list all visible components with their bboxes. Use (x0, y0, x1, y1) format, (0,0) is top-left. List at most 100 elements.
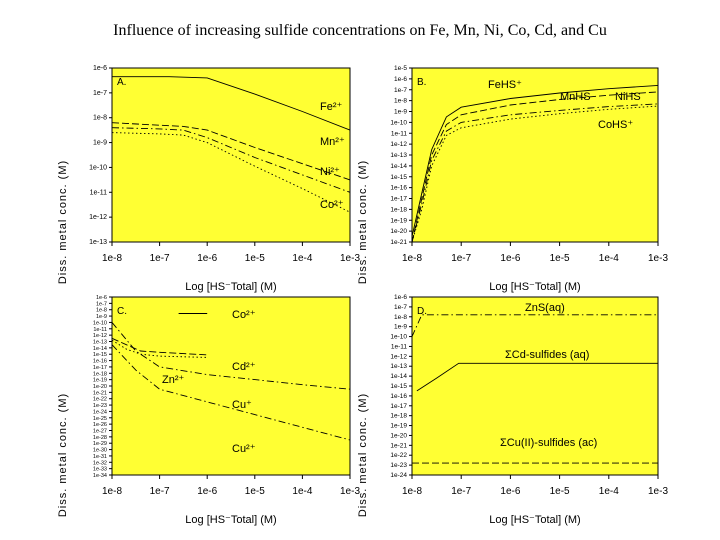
y-tick-label: 1e-21 (93, 390, 107, 396)
series-label: ΣCd-sulfides (aq) (505, 349, 589, 361)
y-tick-label: 1e-20 (390, 432, 407, 439)
panel-label: A. (117, 77, 126, 88)
series-label: NiHS (615, 91, 641, 103)
plot-area (411, 67, 659, 243)
x-axis-label: Log [HS⁻Total] (M) (489, 514, 580, 526)
x-tick-label: 1e-4 (599, 253, 619, 264)
y-tick-label: 1e-31 (93, 454, 107, 460)
x-tick-label: 1e-3 (648, 486, 668, 497)
series-line-A-3 (111, 132, 351, 213)
x-tick-label: 1e-5 (245, 486, 265, 497)
x-tick-label: 1e-5 (550, 486, 570, 497)
y-tick-label: 1e-8 (96, 308, 107, 314)
x-axis-label: Log [HS⁻Total] (M) (489, 281, 580, 293)
series-label: CoHS⁺ (598, 119, 633, 131)
y-tick-label: 1e-6 (394, 76, 407, 83)
y-tick-label: 1e-23 (93, 403, 107, 409)
y-tick-label: 1e-11 (90, 189, 107, 196)
y-tick-label: 1e-11 (391, 343, 408, 350)
x-tick-label: 1e-7 (150, 253, 170, 264)
y-tick-label: 1e-8 (394, 314, 407, 321)
y-tick-label: 1e-10 (93, 320, 107, 326)
y-tick-label: 1e-6 (93, 65, 107, 72)
x-tick-label: 1e-6 (500, 253, 520, 264)
series-label: ZnS(aq) (525, 302, 565, 314)
y-tick-label: 1e-7 (394, 304, 407, 311)
x-tick-label: 1e-4 (292, 486, 312, 497)
page-title: Influence of increasing sulfide concentr… (113, 22, 607, 39)
y-tick-label: 1e-18 (93, 371, 107, 377)
series-label: Ni²⁺ (320, 166, 340, 178)
series-label: Cu⁺ (232, 399, 252, 411)
x-tick-label: 1e-3 (340, 253, 360, 264)
panel-label: C. (117, 306, 127, 317)
y-tick-label: 1e-12 (390, 141, 407, 148)
panel-D: D. 1e-8 1e-7 1e-6 1e-5 1e-4 1e-3 1e-6 1e-7 1e-8 1e… (357, 294, 668, 526)
y-tick-label: 1e-25 (93, 416, 107, 422)
y-tick-label: 1e-8 (93, 115, 107, 122)
y-tick-label: 1e-10 (89, 164, 107, 171)
y-tick-label: 1e-34 (93, 473, 107, 479)
y-tick-label: 1e-22 (93, 397, 107, 403)
y-tick-label: 1e-16 (390, 393, 407, 400)
series-label: Zn²⁺ (162, 374, 185, 386)
panel-label: D. (417, 306, 427, 317)
y-tick-label: 1e-20 (390, 228, 407, 235)
y-tick-label: 1e-19 (390, 423, 407, 430)
series-line-B-2 (411, 103, 659, 243)
y-tick-label: 1e-13 (390, 152, 407, 159)
x-tick-label: 1e-6 (197, 486, 217, 497)
y-tick-label: 1e-15 (390, 383, 407, 390)
series-line-A-2 (111, 127, 351, 193)
x-tick-label: 1e-3 (648, 253, 668, 264)
y-tick-label: 1e-22 (390, 452, 407, 459)
panel-label: B. (417, 77, 426, 88)
y-tick-label: 1e-14 (390, 163, 407, 170)
y-tick-label: 1e-7 (394, 87, 407, 94)
y-tick-label: 1e-9 (394, 109, 407, 116)
y-tick-label: 1e-9 (93, 140, 107, 147)
series-label: Cu²⁺ (232, 443, 256, 455)
y-tick-label: 1e-12 (89, 214, 107, 221)
y-tick-label: 1e-12 (93, 333, 107, 339)
y-tick-label: 1e-13 (89, 239, 107, 246)
x-axis-label: Log [HS⁻Total] (M) (185, 514, 276, 526)
x-tick-label: 1e-6 (500, 486, 520, 497)
y-tick-label: 1e-21 (390, 239, 407, 246)
y-tick-label: 1e-7 (93, 90, 107, 97)
x-tick-label: 1e-7 (451, 486, 471, 497)
y-tick-label: 1e-10 (390, 119, 407, 126)
y-tick-label: 1e-6 (96, 295, 107, 301)
x-tick-label: 1e-4 (599, 486, 619, 497)
series-line-C-3 (111, 322, 351, 390)
x-axis-label: Log [HS⁻Total] (M) (185, 281, 276, 293)
y-tick-label: 1e-17 (93, 365, 107, 371)
y-tick-label: 1e-14 (390, 373, 407, 380)
series-label: ΣCu(II)-sulfides (ac) (500, 437, 597, 449)
y-tick-label: 1e-24 (93, 409, 107, 415)
y-tick-label: 1e-16 (93, 359, 107, 365)
y-tick-label: 1e-13 (390, 363, 407, 370)
y-tick-label: 1e-17 (390, 403, 407, 410)
y-tick-label: 1e-23 (390, 462, 407, 469)
plot-area (111, 67, 351, 243)
series-label: Cd²⁺ (232, 361, 256, 373)
x-tick-label: 1e-6 (197, 253, 217, 264)
x-tick-label: 1e-8 (102, 253, 122, 264)
y-tick-label: 1e-14 (93, 346, 107, 352)
x-tick-label: 1e-7 (150, 486, 170, 497)
plot-area (111, 296, 351, 476)
y-tick-label: 1e-15 (390, 174, 407, 181)
y-tick-label: 1e-33 (93, 467, 107, 473)
x-tick-label: 1e-7 (451, 253, 471, 264)
series-label: MnHS (560, 91, 591, 103)
y-tick-label: 1e-20 (93, 384, 107, 390)
panel-C: C.1e-8 1e-7 1e-6 1e-5 1e-4 1e-31e-61e-71e-81e… (57, 295, 360, 526)
y-tick-label: 1e-30 (93, 448, 107, 454)
y-tick-label: 1e-15 (93, 352, 107, 358)
y-axis-label: Diss. metal conc. (M) (57, 393, 69, 517)
x-tick-label: 1e-8 (102, 486, 122, 497)
y-tick-label: 1e-19 (390, 217, 407, 224)
x-tick-label: 1e-3 (340, 486, 360, 497)
